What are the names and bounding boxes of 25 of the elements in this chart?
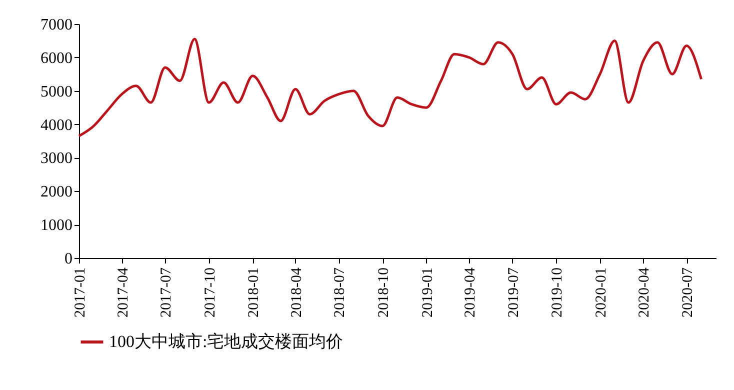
y-tick-label: 3000 — [40, 150, 72, 168]
y-tick-label: 4000 — [40, 116, 72, 134]
x-tick-label: 2017-04 — [115, 267, 132, 318]
x-tick-label: 2020-04 — [636, 267, 653, 318]
x-tick-label: 2017-10 — [202, 268, 218, 318]
y-tick-label: 5000 — [40, 83, 72, 100]
x-tick-label: 2018-10 — [376, 268, 392, 318]
y-tick-label: 1000 — [40, 217, 72, 234]
x-tick-label: 2019-01 — [420, 268, 436, 318]
x-tick-label: 2018-07 — [332, 267, 348, 318]
y-tick-label: 2000 — [40, 184, 72, 201]
x-tick-label: 2018-01 — [246, 268, 262, 318]
x-tick-label: 2018-04 — [288, 267, 305, 318]
x-tick-label: 2019-04 — [462, 267, 479, 318]
x-tick-label: 2017-07 — [158, 267, 175, 318]
y-tick-label: 6000 — [40, 50, 72, 67]
x-tick-label: 2017-01 — [72, 268, 88, 318]
y-tick-label: 7000 — [40, 16, 72, 34]
x-tick-label: 2020-01 — [593, 268, 610, 318]
y-tick-label: 0 — [64, 250, 72, 268]
line-series — [78, 38, 702, 138]
x-tick-label: 2020-07 — [680, 267, 696, 318]
legend-label: 100大中城市:宅地成交楼面均价 — [109, 332, 344, 351]
x-tick-label: 2019-07 — [506, 267, 522, 318]
x-tick-label: 2019-10 — [550, 268, 566, 318]
